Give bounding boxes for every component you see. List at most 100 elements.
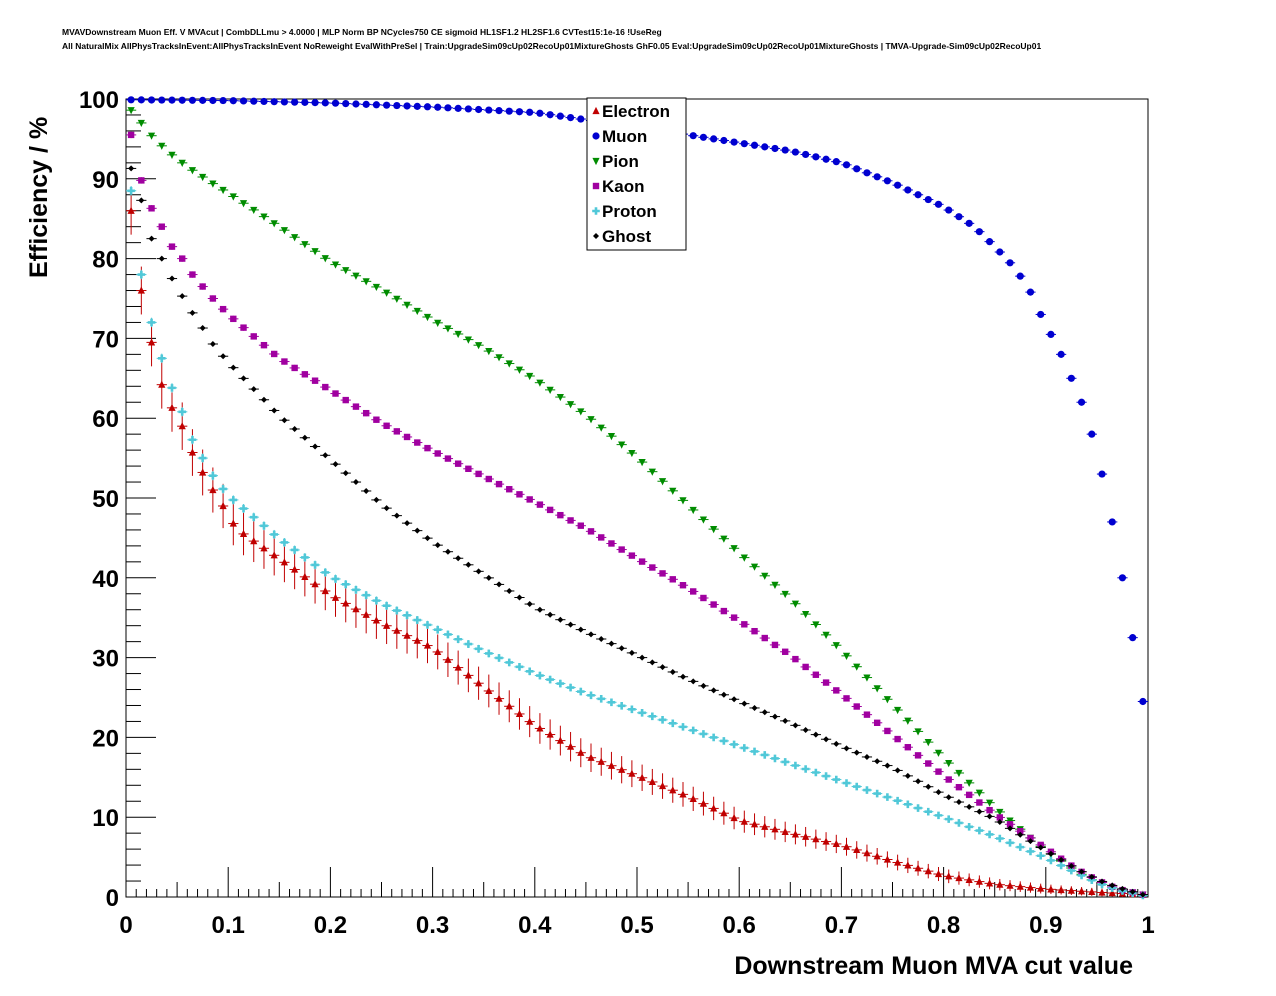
muon-point	[730, 138, 738, 146]
kaon-point	[710, 601, 717, 608]
pion-point	[883, 696, 891, 704]
proton-point	[147, 318, 156, 327]
electron-point	[311, 580, 319, 588]
electron-point	[209, 485, 217, 494]
proton-point	[495, 654, 503, 662]
muon-point	[945, 206, 953, 214]
ghost-point	[1109, 882, 1116, 889]
kaon-point	[618, 546, 625, 553]
proton-point	[934, 811, 943, 820]
kaon-point	[638, 558, 646, 565]
electron-point	[720, 809, 728, 817]
proton-point	[842, 779, 851, 787]
kaon-point	[884, 727, 891, 735]
electron-point	[781, 827, 789, 835]
ghost-point	[209, 340, 216, 347]
ghost-point	[506, 587, 513, 594]
series-kaon	[126, 131, 1148, 898]
kaon-point	[362, 409, 370, 417]
kaon-point	[812, 671, 820, 678]
ghost-point	[158, 255, 165, 262]
ghost-point	[649, 659, 656, 666]
series-proton	[126, 185, 1148, 900]
kaon-point	[935, 768, 942, 775]
pion-point	[934, 749, 943, 757]
pion-point	[474, 342, 483, 350]
proton-point	[546, 675, 554, 684]
muon-point	[137, 96, 145, 104]
pion-point	[577, 408, 585, 416]
muon-point	[311, 99, 319, 107]
pion-point	[495, 354, 503, 362]
ghost-point	[598, 636, 605, 643]
electron-point	[1057, 885, 1065, 894]
x-tick-label: 0.8	[927, 912, 960, 939]
muon-point	[1139, 697, 1147, 706]
electron-point	[597, 757, 605, 765]
kaon-point	[393, 428, 401, 435]
x-tick-label: 0.6	[723, 912, 756, 939]
pion-point	[188, 167, 197, 175]
electron-point	[955, 873, 963, 882]
muon-point	[740, 140, 748, 148]
electron-point	[383, 621, 391, 629]
proton-point	[382, 601, 391, 610]
electron-point	[618, 765, 626, 773]
kaon-point	[516, 491, 523, 498]
pion-point	[842, 652, 851, 660]
legend-marker-kaon	[592, 182, 600, 190]
muon-point	[1129, 634, 1137, 642]
electron-point	[577, 748, 585, 756]
proton-point	[566, 683, 575, 692]
proton-point	[730, 740, 738, 749]
proton-point	[413, 616, 422, 624]
proton-point	[331, 575, 340, 583]
electron-point	[515, 709, 524, 718]
pion-point	[321, 255, 329, 263]
proton-point	[249, 513, 258, 521]
kaon-point	[291, 364, 298, 372]
kaon-point	[454, 460, 462, 467]
pion-point	[158, 142, 166, 150]
electron-point	[526, 717, 534, 725]
muon-point	[352, 100, 360, 108]
electron-point	[1108, 888, 1116, 897]
proton-point	[720, 737, 728, 745]
electron-point	[1026, 883, 1035, 891]
ghost-point	[874, 758, 881, 765]
x-tick-label: 0.4	[518, 912, 552, 939]
x-tick-labels: 0 0.1 0.2 0.3 0.4 0.5 0.6 0.7 0.8 0.9 1	[119, 912, 1154, 939]
kaon-point	[546, 506, 554, 514]
kaon-point	[179, 255, 186, 262]
ghost-point	[915, 778, 922, 785]
proton-point	[801, 765, 810, 773]
electron-point	[863, 849, 871, 857]
muon-point	[996, 248, 1004, 256]
kaon-point	[342, 396, 349, 404]
proton-point	[178, 408, 187, 416]
muon-point	[802, 150, 810, 159]
electron-point	[985, 879, 994, 887]
electron-point	[914, 864, 922, 872]
electron-point	[1098, 888, 1106, 896]
electron-point	[229, 519, 237, 527]
electron-point	[699, 799, 708, 807]
pion-point	[904, 717, 912, 725]
proton-point	[260, 521, 268, 530]
electron-point	[1037, 884, 1045, 892]
muon-point	[250, 97, 258, 105]
pion-point	[781, 590, 789, 599]
proton-point	[648, 712, 657, 721]
pion-point	[822, 631, 830, 639]
ghost-point	[986, 813, 993, 820]
proton-point	[311, 561, 319, 569]
kaon-point	[976, 799, 983, 806]
electron-point	[301, 572, 309, 580]
ghost-point	[168, 275, 175, 282]
proton-point	[1016, 843, 1025, 851]
muon-point	[291, 98, 299, 106]
electron-point	[975, 877, 983, 885]
pion-point	[699, 516, 708, 524]
pion-point	[454, 330, 462, 339]
electron-point	[362, 610, 370, 618]
